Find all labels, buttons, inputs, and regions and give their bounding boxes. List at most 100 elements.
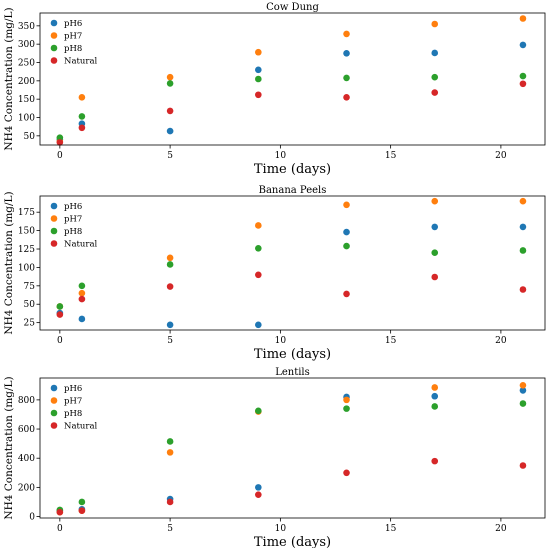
data-point xyxy=(166,127,174,135)
y-tick-label: 50 xyxy=(24,132,36,142)
data-point xyxy=(519,72,527,80)
legend-label: pH8 xyxy=(64,227,82,237)
data-point xyxy=(519,400,527,407)
x-tick-label: 20 xyxy=(495,524,507,534)
legend-label: pH8 xyxy=(64,409,82,419)
data-point xyxy=(255,271,262,279)
data-point xyxy=(519,247,527,254)
x-tick-label: 5 xyxy=(167,151,173,161)
data-point xyxy=(431,403,439,410)
x-tick-label: 15 xyxy=(385,336,397,346)
x-tick-label: 20 xyxy=(495,336,507,346)
data-point xyxy=(431,49,439,57)
data-point xyxy=(78,498,86,506)
data-point xyxy=(431,392,439,400)
legend: pH6 pH7 pH8 Natural xyxy=(50,202,98,250)
legend-marker xyxy=(50,57,58,64)
data-point xyxy=(343,228,350,236)
plot-frame xyxy=(39,377,546,519)
data-point xyxy=(519,15,527,22)
legend-label: Natural xyxy=(64,240,98,250)
data-point xyxy=(255,491,262,498)
series-ph7 xyxy=(56,15,527,145)
data-point xyxy=(166,73,174,81)
data-point xyxy=(166,498,174,506)
legend-marker xyxy=(50,215,58,222)
y-axis-label: NH4 Concentration (mg/L) xyxy=(3,191,15,334)
y-tick-label: 75 xyxy=(24,282,36,292)
chart-title: Cow Dung xyxy=(266,2,319,13)
x-tick-label: 0 xyxy=(57,524,63,534)
data-point xyxy=(431,384,439,391)
data-point xyxy=(78,94,86,101)
y-tick-label: 25 xyxy=(24,319,36,329)
legend-marker xyxy=(50,240,58,247)
legend-marker xyxy=(50,397,58,404)
legend-marker xyxy=(50,44,58,52)
series-natural xyxy=(56,457,527,516)
series-ph8 xyxy=(56,72,527,141)
data-point xyxy=(255,484,262,491)
data-point xyxy=(166,254,174,262)
data-point xyxy=(166,449,174,456)
data-point xyxy=(78,124,86,132)
data-point xyxy=(431,73,439,81)
series-ph6 xyxy=(56,387,527,515)
legend-marker xyxy=(50,384,58,392)
legend-label: pH7 xyxy=(64,32,82,42)
series-ph8 xyxy=(56,242,527,310)
data-point xyxy=(78,282,86,290)
legend-marker xyxy=(50,202,58,210)
x-tick-label: 15 xyxy=(385,151,397,161)
legend-label: pH6 xyxy=(64,202,82,212)
series-natural xyxy=(56,271,527,318)
data-point xyxy=(431,223,439,231)
series-ph6 xyxy=(56,223,527,329)
x-tick-label: 5 xyxy=(167,336,173,346)
x-axis-label: Time (days) xyxy=(254,347,331,362)
legend-label: Natural xyxy=(64,422,98,432)
data-point xyxy=(343,469,350,477)
y-axis-label: NH4 Concentration (mg/L) xyxy=(3,376,15,519)
data-point xyxy=(343,30,350,38)
x-axis-label: Time (days) xyxy=(254,535,331,548)
x-tick-label: 15 xyxy=(385,524,397,534)
series-natural xyxy=(56,80,527,146)
y-tick-label: 200 xyxy=(18,77,35,87)
data-point xyxy=(56,139,64,146)
legend-marker xyxy=(50,227,58,235)
data-point xyxy=(519,387,527,394)
data-point xyxy=(431,89,439,96)
data-point xyxy=(56,134,64,141)
y-tick-label: 350 xyxy=(18,22,35,32)
y-tick-label: 125 xyxy=(18,245,35,255)
data-point xyxy=(255,91,262,99)
chart-title: Lentils xyxy=(275,367,310,378)
data-point xyxy=(431,273,439,281)
data-point xyxy=(343,74,350,82)
y-tick-label: 200 xyxy=(18,483,35,493)
legend-label: pH6 xyxy=(64,19,82,29)
data-point xyxy=(166,107,174,115)
data-point xyxy=(519,462,527,469)
data-point xyxy=(56,311,64,318)
x-tick-label: 0 xyxy=(57,336,63,346)
data-point xyxy=(343,94,350,101)
y-tick-label: 175 xyxy=(18,208,35,218)
plot-frame xyxy=(39,195,546,331)
data-point xyxy=(519,286,527,293)
data-point xyxy=(519,197,527,205)
legend: pH6 pH7 pH8 Natural xyxy=(50,19,98,67)
data-point xyxy=(343,50,350,57)
y-tick-label: 600 xyxy=(18,425,35,435)
data-point xyxy=(255,48,262,56)
data-point xyxy=(255,75,262,83)
legend: pH6 pH7 pH8 Natural xyxy=(50,384,98,432)
y-tick-label: 300 xyxy=(18,40,35,50)
data-point xyxy=(343,290,350,298)
series-ph7 xyxy=(56,197,527,310)
y-tick-label: 250 xyxy=(18,59,35,69)
data-point xyxy=(343,201,350,209)
data-point xyxy=(431,457,439,465)
